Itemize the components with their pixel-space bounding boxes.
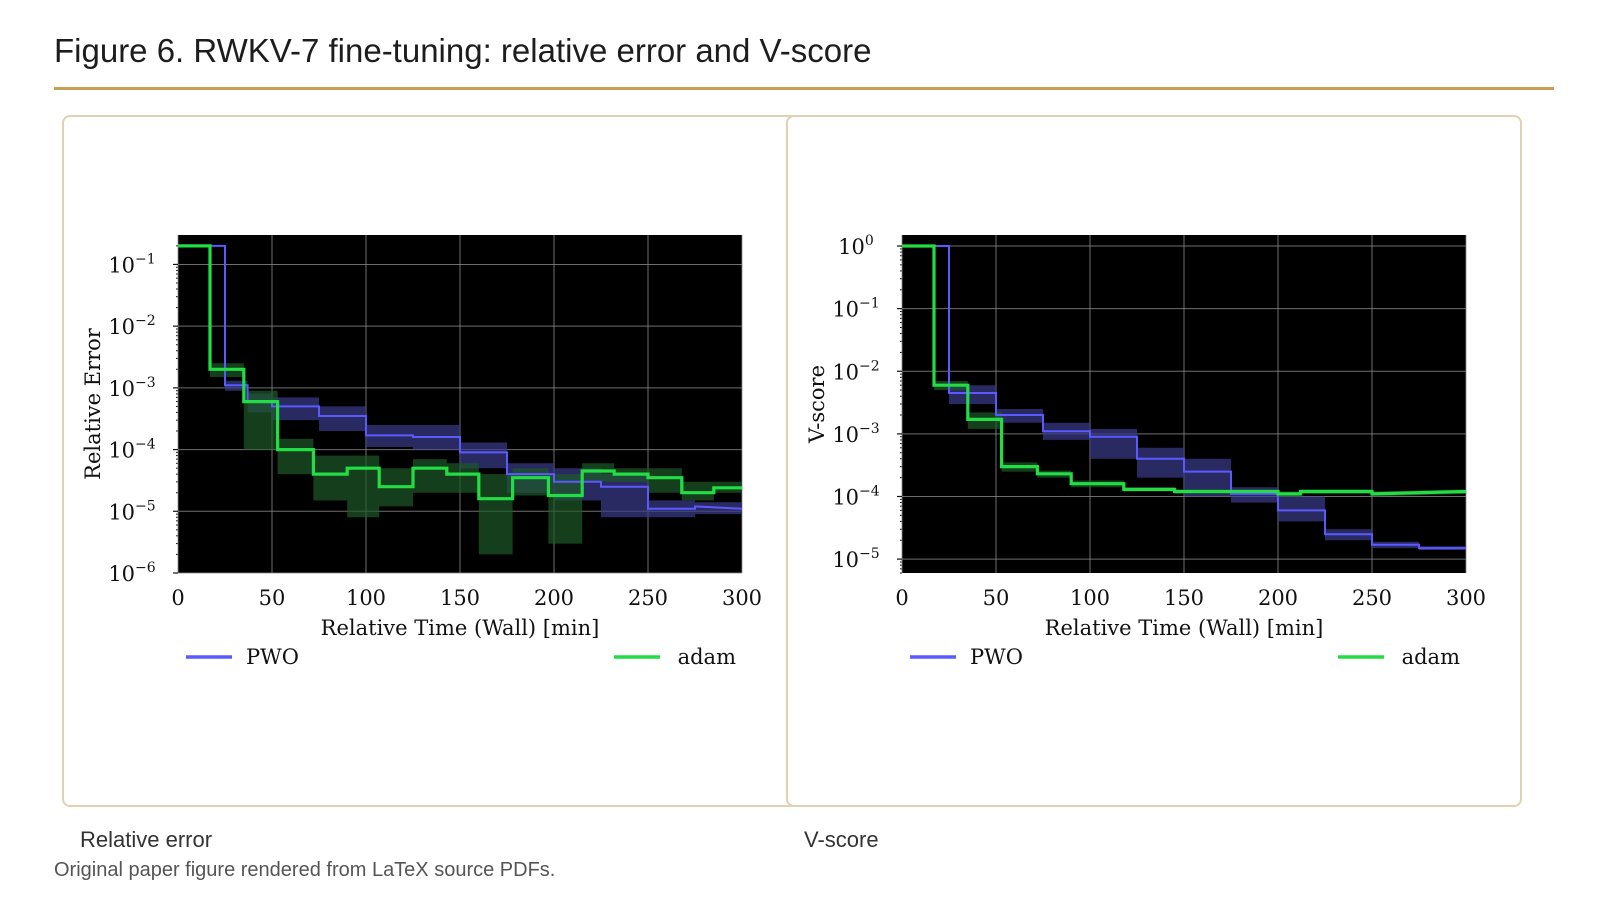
y-tick-label: 100 [838, 233, 874, 259]
y-tick-label: 10−4 [108, 437, 155, 463]
y-tick-label: 10−3 [108, 375, 155, 401]
legend-label: PWO [246, 645, 299, 669]
x-tick-label: 250 [628, 586, 668, 610]
y-tick-label: 10−2 [108, 313, 155, 339]
legend-item-pwo: PWO [910, 645, 1023, 669]
x-tick-label: 300 [722, 586, 762, 610]
x-tick-label: 300 [1446, 586, 1486, 610]
title-divider [54, 87, 1554, 90]
band-adam [178, 245, 742, 555]
series-line-pwo [902, 245, 1466, 550]
x-tick-label: 0 [895, 586, 908, 610]
x-tick-label: 50 [259, 586, 286, 610]
y-tick-label: 10−5 [108, 498, 155, 524]
x-axis-label: Relative Time (Wall) [min] [1045, 616, 1324, 640]
x-tick-label: 100 [346, 586, 386, 610]
legend-label: PWO [970, 645, 1023, 669]
x-tick-label: 0 [171, 586, 184, 610]
y-tick-label: 10−6 [108, 560, 155, 586]
y-axis-label: Relative Error [81, 327, 105, 480]
x-tick-label: 150 [1164, 586, 1204, 610]
panel-relative-error: 0 50 100 150 200 250 300 10−1 10−2 10−3 10−4 10−5 10… [62, 115, 798, 807]
panel-v-score: 0 50 100 150 200 250 300 100 10−1 10−2 10−3 10−4 10−… [786, 115, 1522, 807]
y-tick-label: 10−4 [832, 483, 879, 509]
x-tick-label: 100 [1070, 586, 1110, 610]
y-tick-label: 10−5 [832, 546, 879, 572]
legend-label: adam [678, 645, 736, 669]
y-tick-label: 10−2 [832, 358, 879, 384]
x-tick-label: 150 [440, 586, 480, 610]
legend-item-pwo: PWO [186, 645, 299, 669]
v-score-chart: 0 50 100 150 200 250 300 100 10−1 10−2 10−3 10−4 10−… [805, 233, 1486, 669]
x-axis-label: Relative Time (Wall) [min] [321, 616, 600, 640]
legend-item-adam: adam [1338, 645, 1460, 669]
relative-error-chart: 0 50 100 150 200 250 300 10−1 10−2 10−3 10−4 10−5 10… [81, 235, 762, 669]
y-tick-label: 10−3 [832, 421, 879, 447]
series-line-adam [902, 244, 1467, 496]
x-tick-label: 200 [1258, 586, 1298, 610]
y-tick-label: 10−1 [832, 296, 879, 322]
legend-item-adam: adam [614, 645, 736, 669]
caption-relative-error: Relative error [80, 827, 213, 852]
x-tick-label: 50 [983, 586, 1010, 610]
series-line-adam [178, 244, 742, 501]
band-pwo [178, 245, 742, 518]
legend-label: adam [1402, 645, 1460, 669]
y-tick-label: 10−1 [108, 251, 155, 277]
y-axis-label: V-score [805, 365, 829, 444]
band-pwo [902, 246, 1466, 550]
figure-footnote: Original paper figure rendered from LaTe… [54, 859, 556, 881]
x-tick-label: 200 [534, 586, 574, 610]
caption-v-score: V-score [804, 827, 879, 852]
x-tick-label: 250 [1352, 586, 1392, 610]
figure-title: Figure 6. RWKV-7 fine-tuning: relative e… [54, 32, 872, 69]
